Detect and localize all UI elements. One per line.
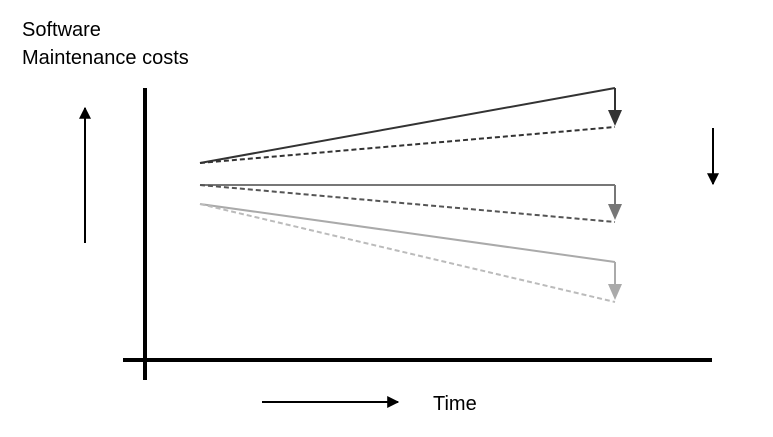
axes: [123, 88, 712, 380]
y-label-line1: Software: [22, 19, 101, 41]
y-label-line2: Maintenance costs: [22, 47, 189, 69]
x-label: Time: [433, 393, 477, 415]
direction-arrows: [79, 106, 719, 408]
trend-lines: [199, 87, 622, 303]
